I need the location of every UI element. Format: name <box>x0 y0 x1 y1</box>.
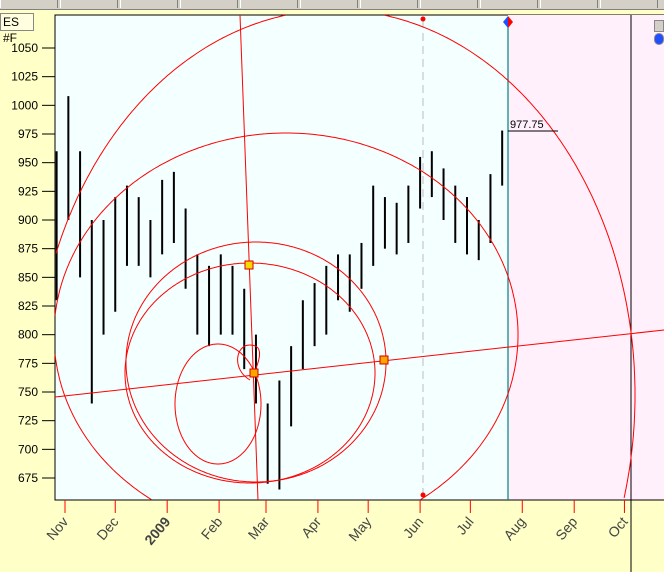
future-region <box>508 15 664 500</box>
fourth-ellipse[interactable] <box>124 262 376 484</box>
y-axis: 1050 1025 1000 975 950 925 900 875 850 825 800 775 7… <box>11 41 55 485</box>
y-tick-label: 1025 <box>11 70 38 84</box>
x-axis: Nov Dec 2009 Feb Mar Apr May Jun Jul Aug Sep Oct <box>43 500 631 548</box>
y-tick-label: 1000 <box>11 98 38 112</box>
anchor-marker[interactable] <box>379 355 389 365</box>
x-tick-label: Jun <box>400 514 427 542</box>
y-tick-label: 800 <box>18 328 38 342</box>
globe-icon[interactable] <box>654 33 664 45</box>
magnifier-icon[interactable] <box>600 0 658 8</box>
y-tick-label: 950 <box>18 156 38 170</box>
refresh-icon[interactable] <box>0 0 58 8</box>
scroll-up-button[interactable] <box>654 20 664 32</box>
y-tick-label: 925 <box>18 184 38 198</box>
y-tick-label: 775 <box>18 356 38 370</box>
spiral-core[interactable] <box>237 344 260 381</box>
y-tick-label: 1050 <box>11 41 38 55</box>
y-tick-label: 750 <box>18 385 38 399</box>
y-tick-label: 850 <box>18 270 38 284</box>
y-tick-label: 900 <box>18 213 38 227</box>
x-tick-label: Feb <box>198 513 226 542</box>
x-tick-label: Aug <box>500 514 528 543</box>
pencil-icon[interactable] <box>300 0 358 8</box>
outer-ellipse[interactable] <box>55 14 636 499</box>
x-tick-label: Sep <box>552 513 580 543</box>
x-tick-label: Jul <box>453 514 477 538</box>
x-tick-label: Nov <box>43 514 71 543</box>
x-tick-label: Mar <box>245 513 273 542</box>
y-tick-label: 875 <box>18 242 38 256</box>
marker-dot[interactable] <box>420 16 426 22</box>
x-tick-label: May <box>345 514 374 545</box>
anchor-marker[interactable] <box>244 260 254 270</box>
marker-dot[interactable] <box>420 492 426 498</box>
y-tick-label: 825 <box>18 299 38 313</box>
y-tick-label: 725 <box>18 414 38 428</box>
draw-line-icon[interactable] <box>60 0 118 8</box>
cursor-diamond-left[interactable] <box>503 16 508 28</box>
y-tick-label: 675 <box>18 471 38 485</box>
x-tick-label: Apr <box>298 513 324 540</box>
color-green-icon[interactable] <box>360 0 418 8</box>
ruler-icon[interactable] <box>480 0 538 8</box>
x-tick-label: Dec <box>93 514 121 543</box>
fibonacci-drawings[interactable] <box>54 14 664 501</box>
symbol-label[interactable]: ES #F <box>0 13 34 45</box>
stop-icon[interactable] <box>540 0 598 8</box>
y-tick-label: 975 <box>18 127 38 141</box>
color-icon[interactable] <box>120 0 178 8</box>
cursor-diamond-right[interactable] <box>508 16 513 28</box>
bar-style-icon[interactable] <box>240 0 298 8</box>
toolbar <box>0 0 664 10</box>
x-tick-label: 2009 <box>141 513 173 547</box>
anchor-marker[interactable] <box>249 368 259 378</box>
x-tick-label: Oct <box>604 514 630 541</box>
zoom-icon[interactable] <box>180 0 238 8</box>
last-price-label: 977.75 <box>510 119 544 131</box>
box-icon[interactable] <box>420 0 478 8</box>
y-tick-label: 700 <box>18 442 38 456</box>
price-bars <box>55 96 504 490</box>
vertical-trend-line[interactable] <box>239 14 259 501</box>
second-ellipse[interactable] <box>54 132 519 500</box>
horizontal-trend-line[interactable] <box>54 329 664 398</box>
